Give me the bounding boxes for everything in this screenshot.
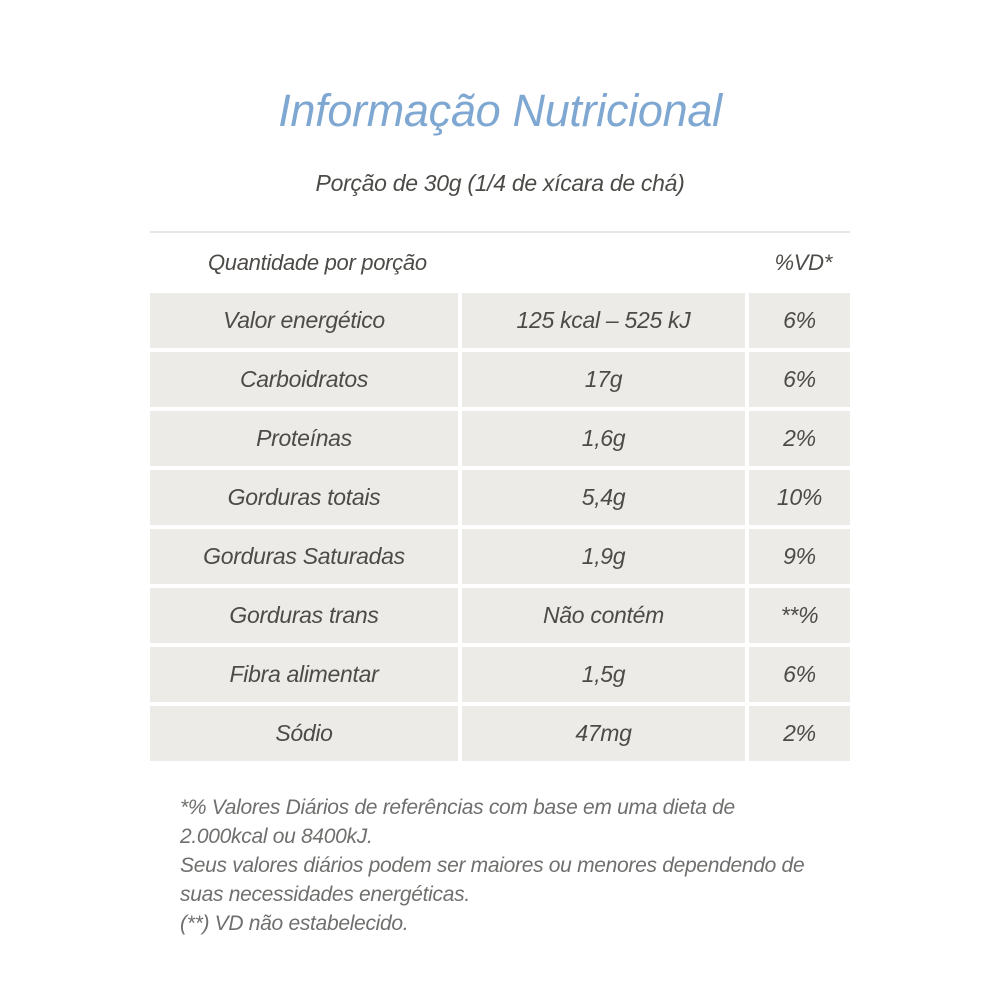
cell-amount: 47mg	[462, 706, 745, 761]
footnote-dv-reference: *% Valores Diários de referências com ba…	[180, 796, 735, 848]
cell-dv: 6%	[749, 647, 850, 702]
cell-dv: **%	[749, 588, 850, 643]
cell-amount: 125 kcal – 525 kJ	[462, 293, 745, 348]
serving-size: Porção de 30g (1/4 de xícara de chá)	[315, 170, 685, 196]
cell-nutrient: Gorduras trans	[150, 588, 458, 643]
cell-amount: 1,5g	[462, 647, 745, 702]
cell-nutrient: Carboidratos	[150, 352, 458, 407]
cell-nutrient: Sódio	[150, 706, 458, 761]
cell-nutrient: Gorduras totais	[150, 470, 458, 525]
table-header-row: Quantidade por porção %VD*	[150, 233, 850, 293]
cell-amount: 5,4g	[462, 470, 745, 525]
table-top-rule	[150, 231, 850, 233]
page-title: Informação Nutricional	[278, 85, 722, 136]
cell-dv: 2%	[749, 411, 850, 466]
cell-amount: 1,6g	[462, 411, 745, 466]
cell-dv: 2%	[749, 706, 850, 761]
cell-dv: 6%	[749, 293, 850, 348]
cell-amount: Não contém	[462, 588, 745, 643]
cell-dv: 10%	[749, 470, 850, 525]
cell-dv: 9%	[749, 529, 850, 584]
footnotes: *% Valores Diários de referências com ba…	[155, 793, 845, 938]
cell-amount: 1,9g	[462, 529, 745, 584]
footnote-not-established: (**) VD não estabelecido.	[180, 912, 409, 935]
cell-nutrient: Valor energético	[150, 293, 458, 348]
header-dv-label: %VD*	[774, 250, 833, 275]
cell-nutrient: Proteínas	[150, 411, 458, 466]
cell-nutrient: Gorduras Saturadas	[150, 529, 458, 584]
header-quantity-label: Quantidade por porção	[208, 250, 427, 275]
table-body: Valor energético 125 kcal – 525 kJ 6% Ca…	[150, 293, 850, 761]
nutrition-table: Quantidade por porção %VD* Valor energét…	[150, 231, 850, 761]
footnote-daily-values: Seus valores diários podem ser maiores o…	[180, 854, 805, 906]
cell-nutrient: Fibra alimentar	[150, 647, 458, 702]
cell-dv: 6%	[749, 352, 850, 407]
cell-amount: 17g	[462, 352, 745, 407]
